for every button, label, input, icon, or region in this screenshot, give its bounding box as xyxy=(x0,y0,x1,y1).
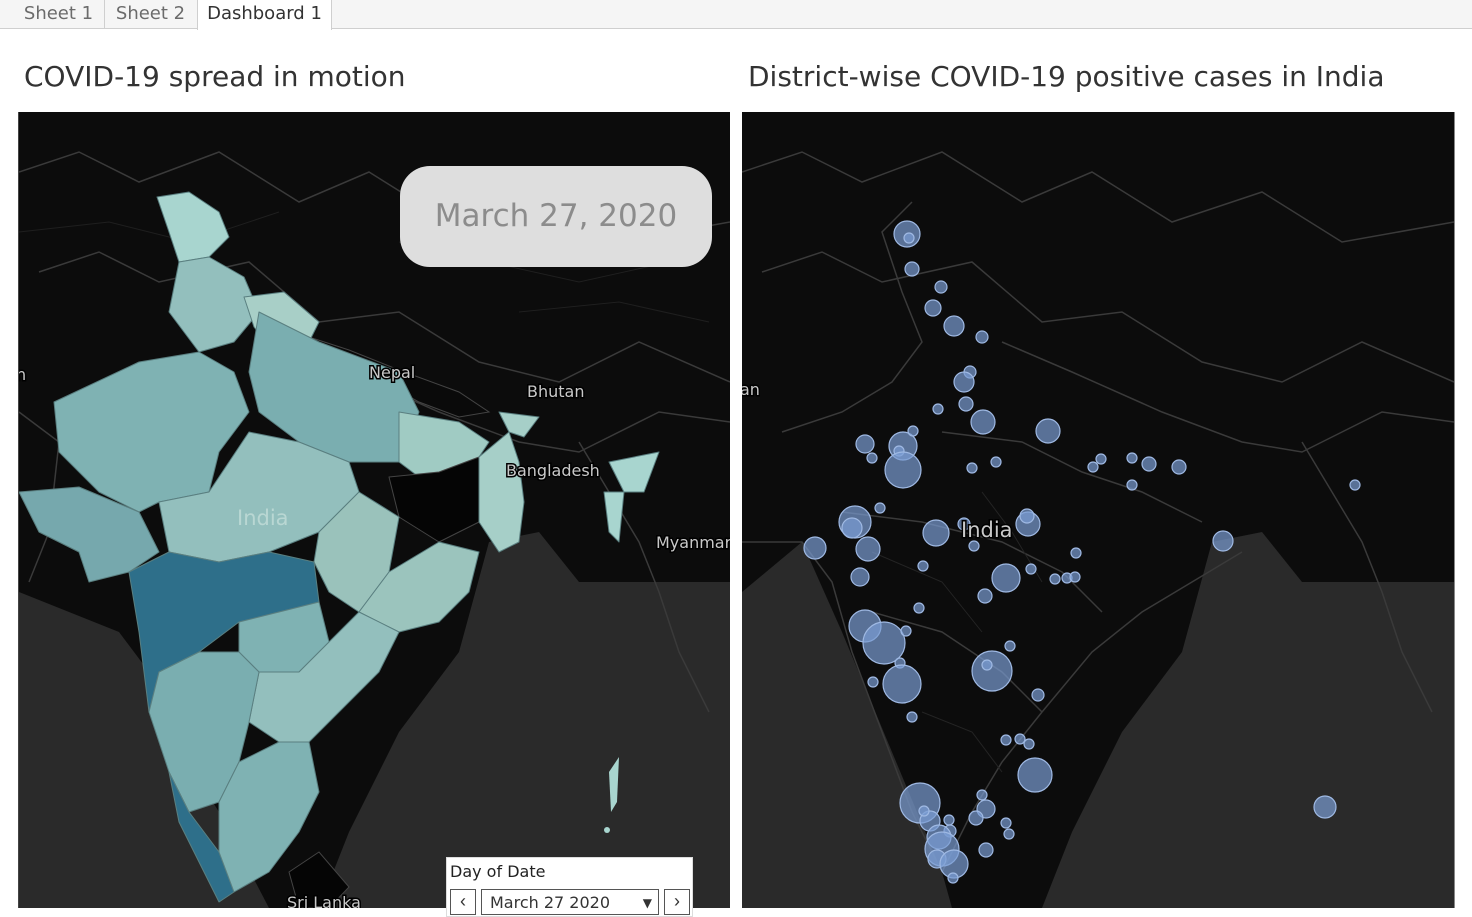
case-bubble[interactable] xyxy=(924,299,942,317)
label-bhutan: Bhutan xyxy=(527,382,584,401)
case-bubble[interactable] xyxy=(1004,640,1016,652)
label-nepal: Nepal xyxy=(369,363,415,382)
case-bubble[interactable] xyxy=(867,676,879,688)
label-edge-n: n xyxy=(19,365,26,384)
tab-strip: Sheet 1 Sheet 2 Dashboard 1 xyxy=(0,0,1472,30)
case-bubble[interactable] xyxy=(1019,508,1035,524)
case-bubble[interactable] xyxy=(900,625,912,637)
case-bubble[interactable] xyxy=(1003,828,1015,840)
case-bubble[interactable] xyxy=(884,451,922,489)
case-bubble[interactable] xyxy=(855,536,881,562)
case-bubble[interactable] xyxy=(943,814,955,826)
case-bubble[interactable] xyxy=(970,409,996,435)
case-bubble[interactable] xyxy=(976,789,988,801)
case-bubble[interactable] xyxy=(1126,452,1138,464)
case-bubble[interactable] xyxy=(850,567,870,587)
case-bubble[interactable] xyxy=(1126,479,1138,491)
case-bubble[interactable] xyxy=(978,842,994,858)
case-bubble[interactable] xyxy=(841,517,863,539)
case-bubble[interactable] xyxy=(904,261,920,277)
case-bubble[interactable] xyxy=(1000,734,1012,746)
case-bubble[interactable] xyxy=(1212,530,1234,552)
label-myanmar: Myanmar xyxy=(656,533,730,552)
date-select-value: March 27 2020 xyxy=(490,893,611,912)
case-bubble[interactable] xyxy=(975,330,989,344)
case-bubble[interactable] xyxy=(862,621,906,665)
case-bubble[interactable] xyxy=(1025,563,1037,575)
tab-sheet-2[interactable]: Sheet 2 xyxy=(104,0,198,29)
case-bubble[interactable] xyxy=(947,872,959,884)
case-bubble[interactable] xyxy=(1069,571,1081,583)
case-bubble[interactable] xyxy=(855,434,875,454)
tab-sheet-1[interactable]: Sheet 1 xyxy=(13,0,105,29)
next-date-button[interactable]: › xyxy=(664,889,690,915)
case-bubble[interactable] xyxy=(1049,573,1061,585)
case-bubble[interactable] xyxy=(1000,817,1012,829)
case-bubble[interactable] xyxy=(953,371,975,393)
case-bubble[interactable] xyxy=(903,232,915,244)
day-of-date-filter: Day of Date ‹ March 27 2020 ▼ › xyxy=(446,857,693,917)
case-bubble[interactable] xyxy=(882,664,922,704)
case-bubble[interactable] xyxy=(990,456,1002,468)
left-map-title: COVID-19 spread in motion xyxy=(24,60,406,93)
label-india: India xyxy=(237,506,289,530)
case-bubble[interactable] xyxy=(918,805,930,817)
case-bubble[interactable] xyxy=(932,403,944,415)
date-select[interactable]: March 27 2020 ▼ xyxy=(481,889,659,915)
current-date-display: March 27, 2020 xyxy=(400,166,712,267)
right-map-title: District-wise COVID-19 positive cases in… xyxy=(748,60,1385,93)
case-bubble[interactable] xyxy=(917,560,929,572)
case-bubble[interactable] xyxy=(968,540,980,552)
case-bubble[interactable] xyxy=(1095,453,1107,465)
case-bubble[interactable] xyxy=(1171,459,1187,475)
case-bubble[interactable] xyxy=(1023,738,1035,750)
case-bubble[interactable] xyxy=(1035,418,1061,444)
label-bangladesh: Bangladesh xyxy=(506,461,600,480)
label-edge-an: an xyxy=(742,380,760,399)
case-bubble[interactable] xyxy=(981,659,993,671)
label-sri-lanka: Sri Lanka xyxy=(287,893,361,908)
case-bubble[interactable] xyxy=(1313,795,1337,819)
case-bubble[interactable] xyxy=(1070,547,1082,559)
case-bubble[interactable] xyxy=(971,650,1013,692)
case-bubble[interactable] xyxy=(991,563,1021,593)
case-bubble[interactable] xyxy=(803,536,827,560)
right-map-panel[interactable]: India an xyxy=(742,112,1455,908)
case-bubble[interactable] xyxy=(1087,461,1099,473)
case-bubble[interactable] xyxy=(1014,733,1026,745)
case-bubble[interactable] xyxy=(1031,688,1045,702)
case-bubble[interactable] xyxy=(977,588,993,604)
case-bubble[interactable] xyxy=(1349,479,1361,491)
case-bubble[interactable] xyxy=(958,396,974,412)
case-bubble[interactable] xyxy=(913,602,925,614)
tab-dashboard-1[interactable]: Dashboard 1 xyxy=(197,0,332,30)
prev-date-button[interactable]: ‹ xyxy=(450,889,476,915)
case-bubble[interactable] xyxy=(907,425,919,437)
case-bubble[interactable] xyxy=(906,711,918,723)
case-bubble[interactable] xyxy=(874,502,886,514)
case-bubble[interactable] xyxy=(1141,456,1157,472)
case-bubble[interactable] xyxy=(866,452,878,464)
case-bubble[interactable] xyxy=(968,810,984,826)
case-bubble[interactable] xyxy=(1017,757,1053,793)
filter-label: Day of Date xyxy=(450,862,546,881)
case-bubble[interactable] xyxy=(943,315,965,337)
case-bubble[interactable] xyxy=(966,462,978,474)
case-bubble[interactable] xyxy=(957,517,971,531)
case-bubble[interactable] xyxy=(934,280,948,294)
right-map-canvas[interactable]: India an xyxy=(742,112,1454,908)
chevron-down-icon: ▼ xyxy=(642,896,652,910)
label-india-right: India xyxy=(961,518,1013,542)
case-bubble[interactable] xyxy=(922,519,950,547)
